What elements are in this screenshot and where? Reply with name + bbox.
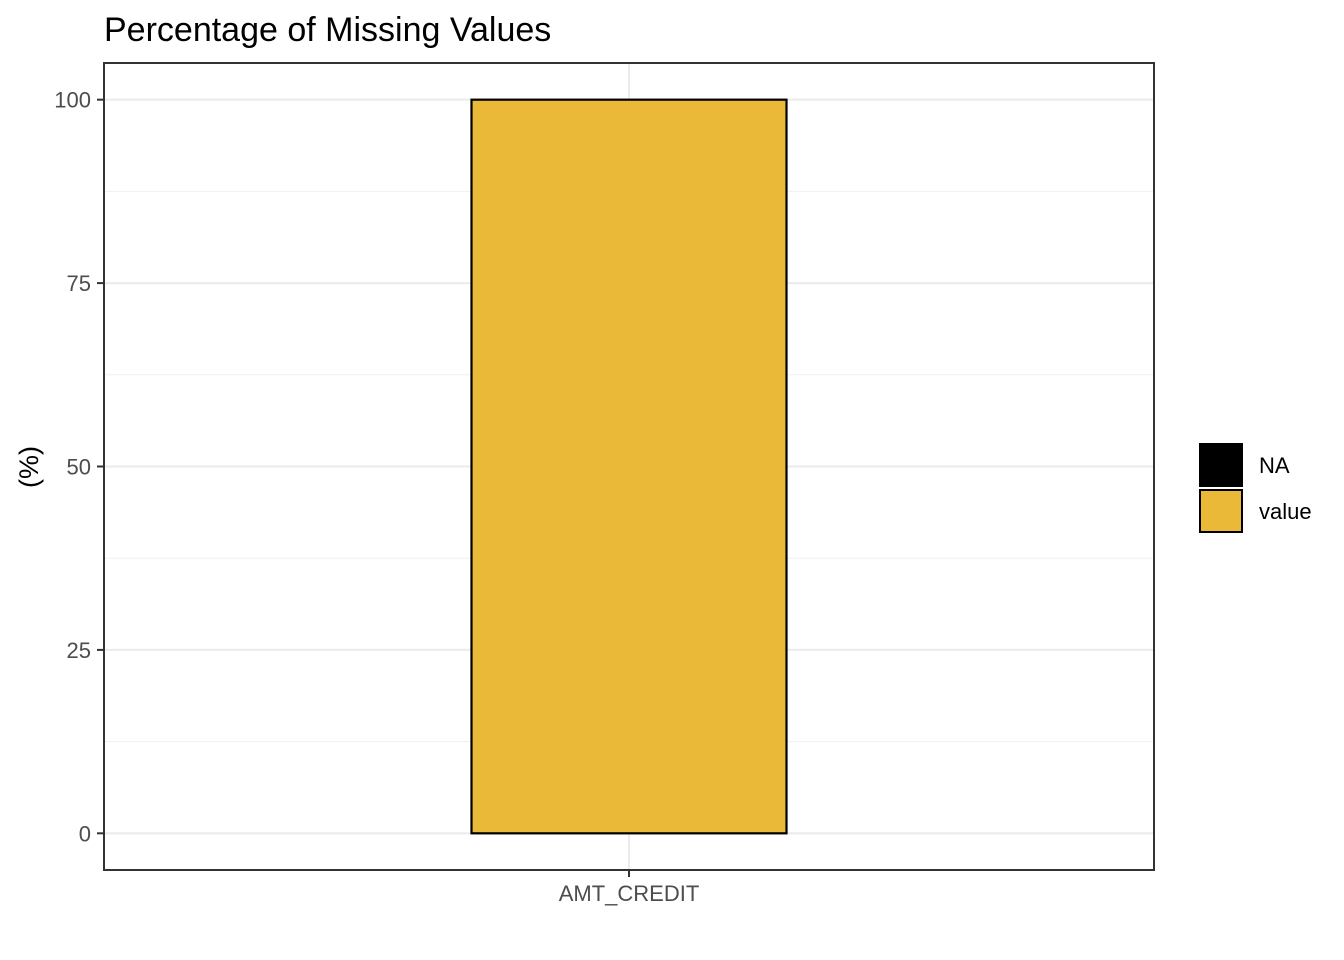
y-tick-label: 100 bbox=[54, 88, 91, 113]
legend-key-na bbox=[1199, 443, 1243, 487]
y-tick-label: 50 bbox=[67, 455, 91, 480]
y-tick-label: 25 bbox=[67, 638, 91, 663]
legend-key-value bbox=[1199, 489, 1243, 533]
chart-title: Percentage of Missing Values bbox=[104, 11, 551, 49]
x-axis: AMT_CREDIT bbox=[559, 870, 700, 906]
x-tick-label: AMT_CREDIT bbox=[559, 881, 700, 906]
y-axis-title: (%) bbox=[14, 446, 44, 488]
legend-label-value: value bbox=[1259, 499, 1312, 524]
y-tick-label: 75 bbox=[67, 271, 91, 296]
y-tick-label: 0 bbox=[79, 821, 91, 846]
bar-value-amt_credit bbox=[470, 98, 788, 835]
legend-label-na: NA bbox=[1259, 453, 1290, 478]
bars bbox=[470, 98, 788, 835]
legend: NA value bbox=[1199, 443, 1312, 533]
y-axis: 0 25 50 75 100 bbox=[54, 88, 104, 846]
